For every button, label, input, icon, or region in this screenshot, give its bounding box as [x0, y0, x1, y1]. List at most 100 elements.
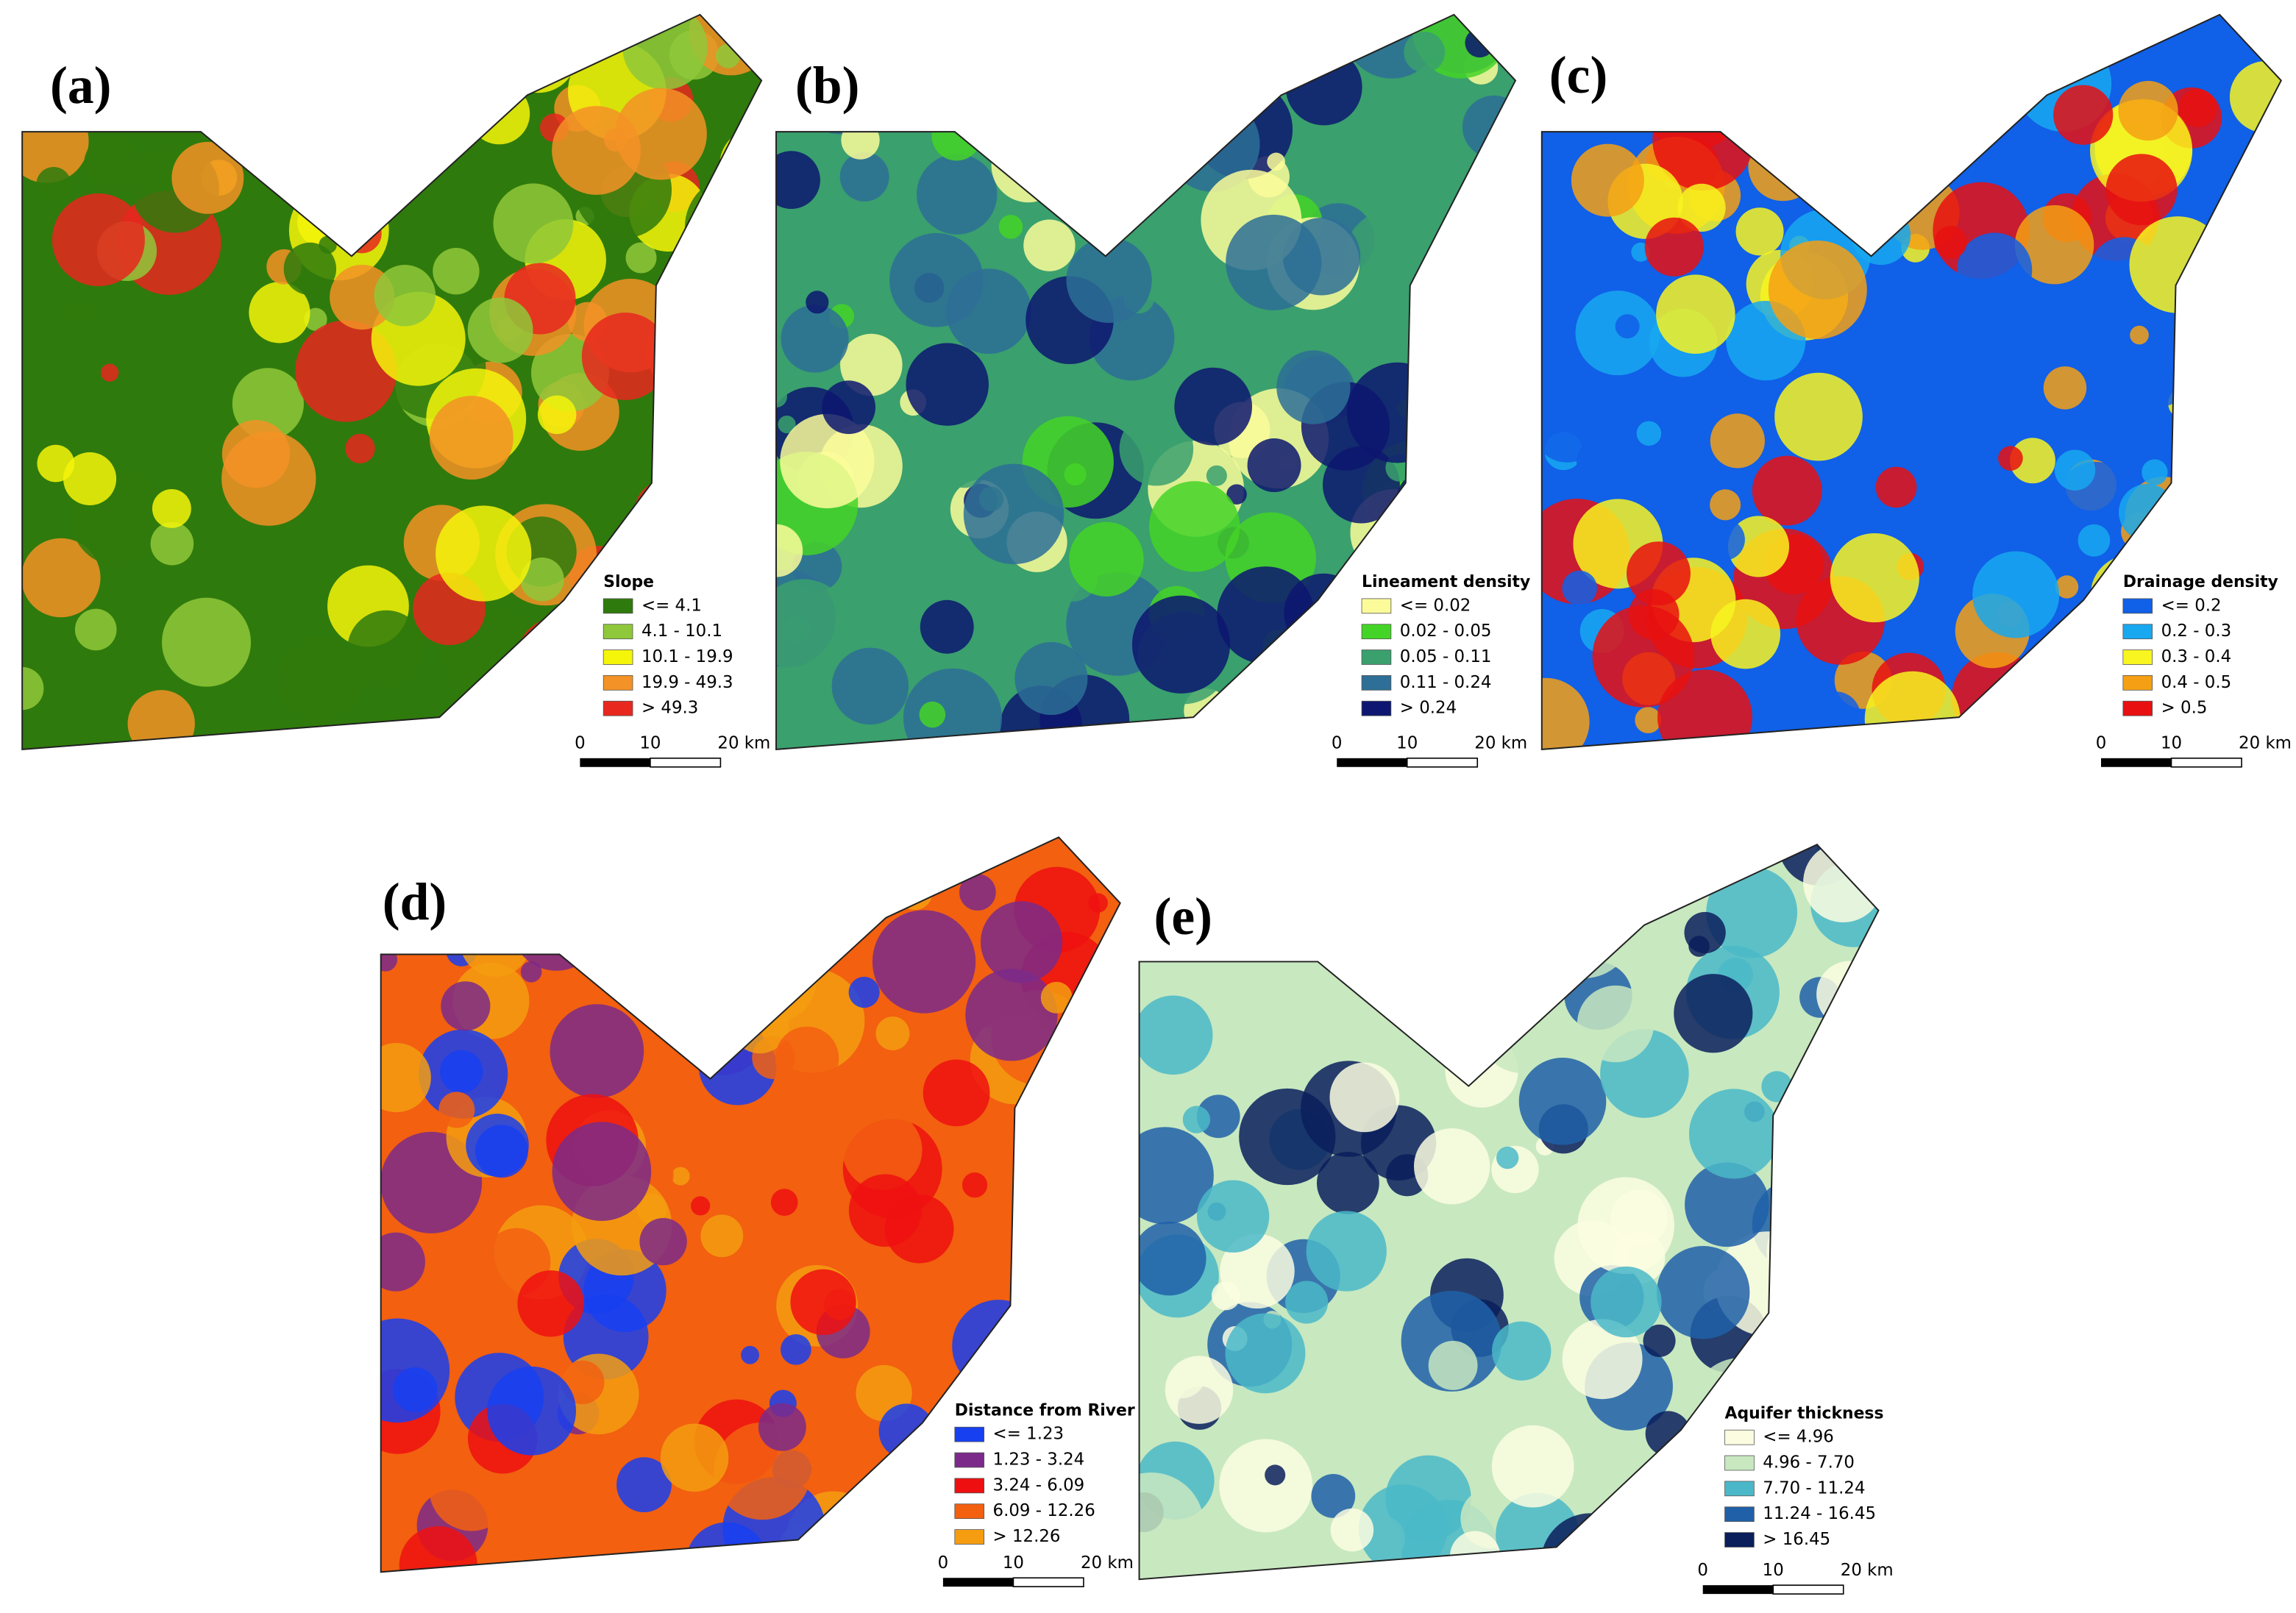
map-zone — [150, 521, 194, 566]
map-zone — [1139, 1221, 1206, 1296]
map-zone — [775, 1026, 839, 1091]
map-zone — [2043, 366, 2087, 410]
map-zone — [1504, 894, 1570, 958]
map-zone — [1069, 521, 1144, 597]
map-zone — [1706, 866, 1798, 958]
map-zone — [2235, 471, 2281, 530]
map-zone — [1735, 51, 1779, 95]
map-zone — [1467, 285, 1515, 347]
map-zone — [468, 82, 530, 145]
map-zone — [1165, 1356, 1234, 1424]
legend-title: Distance from River — [955, 1401, 1135, 1420]
map-zone — [2130, 325, 2149, 345]
map-zone — [1768, 240, 1867, 339]
map-zone — [1324, 844, 1409, 927]
legend-label: 1.23 - 3.24 — [993, 1450, 1085, 1470]
legend-swatch — [603, 649, 633, 665]
map-zone — [1378, 904, 1433, 959]
map-zone — [1284, 573, 1363, 653]
map-zone — [1774, 372, 1863, 461]
map-zone — [920, 866, 940, 886]
map-zone — [487, 1366, 577, 1456]
map-zone — [661, 944, 746, 1030]
legend-label: 11.24 - 16.45 — [1763, 1504, 1876, 1523]
map-zone — [22, 85, 50, 138]
map-zone — [1645, 1411, 1691, 1456]
map-zone — [1950, 719, 1975, 744]
map-outline — [380, 836, 1121, 1573]
map-zone — [1306, 1211, 1387, 1292]
scale-bar-black — [1337, 758, 1407, 767]
map-zone — [499, 15, 577, 93]
map-zone — [1131, 595, 1231, 694]
map-zone — [1540, 1513, 1641, 1580]
map-zone — [1727, 516, 1790, 577]
map-zone — [1429, 844, 1529, 900]
map-zone — [1668, 1490, 1693, 1515]
map-zone — [436, 505, 532, 602]
map-zone — [1838, 1178, 1865, 1204]
map-zone — [685, 1522, 769, 1573]
map-zone — [2010, 438, 2055, 484]
map-zone — [808, 895, 869, 955]
map-zone — [790, 1269, 856, 1336]
map-zone — [1656, 274, 1735, 354]
map-zone — [399, 1525, 477, 1573]
map-zone — [1330, 1508, 1374, 1552]
map-zone — [720, 856, 756, 892]
map-zone — [875, 1016, 910, 1051]
map-zone — [1016, 1101, 1067, 1153]
scale-bar-black — [580, 758, 650, 767]
map-zone — [822, 380, 875, 435]
legend-label: <= 0.02 — [1400, 596, 1471, 615]
map-zone — [2225, 210, 2281, 285]
map-zone — [952, 1300, 1045, 1393]
map-zone — [441, 14, 530, 71]
legend-title: Lineament density — [1362, 573, 1530, 591]
map-zone — [1904, 321, 1972, 388]
map-zone — [1415, 407, 1447, 440]
map-zone — [1934, 225, 1967, 259]
map-zone — [909, 23, 942, 54]
map-zone — [2054, 449, 2096, 491]
map-zone — [263, 49, 311, 97]
map-zone — [2129, 216, 2226, 313]
map-zone — [1365, 112, 1448, 195]
map-zone — [1482, 342, 1515, 385]
map-zone — [1545, 844, 1649, 907]
map-zone — [1090, 201, 1122, 232]
map-zone — [1428, 1341, 1478, 1390]
map-zone — [1285, 1281, 1329, 1324]
map-zone — [2044, 680, 2064, 701]
map-zone — [1713, 1549, 1739, 1575]
map-zone — [1784, 120, 1865, 200]
map-zone — [889, 232, 984, 327]
map-zone — [74, 608, 117, 651]
map-zone — [796, 247, 856, 307]
map-zone — [1657, 669, 1752, 749]
map-zone — [872, 910, 976, 1014]
map-zone — [2105, 316, 2199, 409]
map-zone — [1562, 1319, 1643, 1400]
map-zone — [2229, 61, 2281, 133]
map-zone — [781, 305, 849, 373]
map-zone — [931, 14, 1021, 90]
legend-swatch — [954, 1529, 985, 1545]
legend-label: 0.05 - 0.11 — [1400, 647, 1492, 666]
map-zone — [127, 690, 195, 749]
map-zone — [716, 43, 741, 68]
map-zone — [920, 599, 974, 654]
map-zone — [841, 121, 880, 160]
map-zone — [1766, 1206, 1858, 1298]
map-zone — [1076, 14, 1153, 78]
scale-bar-white — [2170, 758, 2242, 768]
map-zone — [998, 215, 1023, 239]
map-zone — [374, 265, 436, 327]
map-zone — [655, 287, 694, 326]
map-zone — [780, 413, 875, 509]
legend-bg — [2116, 569, 2286, 722]
map-zone — [550, 645, 573, 669]
map-zone — [430, 837, 473, 861]
map-zone — [1026, 1181, 1120, 1285]
